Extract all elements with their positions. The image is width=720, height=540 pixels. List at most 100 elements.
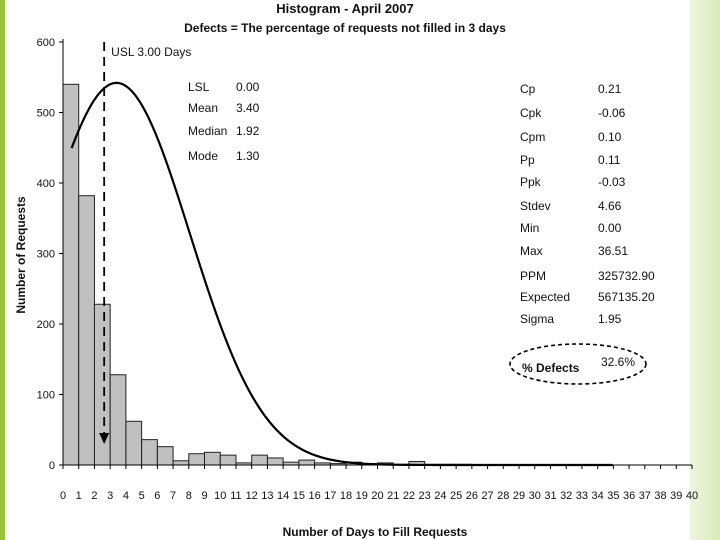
x-tick-label: 22 [403, 490, 415, 502]
x-tick-label: 38 [654, 490, 666, 502]
x-tick-label: 8 [186, 490, 192, 502]
y-tick-label: 200 [37, 319, 55, 331]
x-tick-label: 25 [450, 490, 462, 502]
stat-value: 0.21 [598, 82, 622, 96]
x-tick-label: 4 [123, 490, 129, 502]
chart-title: Histogram - April 2007 [276, 1, 414, 16]
histogram-bar [172, 460, 190, 466]
histogram-bar [266, 457, 284, 466]
stat-value: 4.66 [598, 199, 622, 213]
histogram-bar [109, 374, 127, 466]
x-tick-label: 10 [214, 490, 226, 502]
stat-label: Pp [520, 153, 535, 167]
y-tick-label: 600 [37, 37, 55, 49]
x-tick-label: 15 [293, 490, 305, 502]
stat-value: -0.03 [598, 175, 626, 189]
stat-value: 567135.20 [598, 290, 655, 304]
x-tick-label: 28 [497, 490, 509, 502]
histogram-bar [62, 83, 80, 466]
histogram-bar [188, 453, 206, 466]
histogram-bar [156, 446, 174, 466]
x-tick-label: 40 [686, 490, 698, 502]
stat-label: PPM [520, 269, 546, 283]
x-tick-label: 9 [201, 490, 207, 502]
stat-label: LSL [188, 80, 210, 94]
stat-value: 36.51 [598, 244, 628, 258]
x-tick-label: 35 [607, 490, 619, 502]
stat-value: 325732.90 [598, 269, 655, 283]
x-tick-label: 12 [246, 490, 258, 502]
x-tick-label: 18 [340, 490, 352, 502]
x-tick-label: 24 [434, 490, 446, 502]
stat-value: 1.92 [236, 124, 260, 138]
x-tick-label: 0 [60, 490, 66, 502]
x-tick-label: 27 [481, 490, 493, 502]
histogram-bar [78, 195, 95, 466]
x-tick-label: 36 [623, 490, 635, 502]
x-tick-label: 1 [76, 490, 82, 502]
defects-highlight-ellipse [509, 343, 647, 385]
x-tick-label: 7 [170, 490, 176, 502]
stat-label: Stdev [520, 199, 551, 213]
stat-value: 0.00 [598, 221, 622, 235]
stat-value: 0.10 [598, 130, 622, 144]
x-tick-label: 21 [387, 490, 399, 502]
x-tick-label: 6 [154, 490, 160, 502]
y-tick-label: 500 [37, 108, 55, 120]
defects-label: % Defects [522, 361, 580, 375]
stat-label: Cpk [520, 106, 542, 120]
usl-label: USL 3.00 Days [111, 45, 191, 59]
x-tick-label: 11 [230, 490, 241, 502]
chart-subtitle: Defects = The percentage of requests not… [184, 21, 506, 35]
x-tick-label: 14 [277, 490, 289, 502]
stat-label: Cpm [520, 130, 545, 144]
x-tick-label: 32 [560, 490, 572, 502]
stat-value: 1.30 [236, 149, 260, 163]
x-tick-label: 17 [324, 490, 336, 502]
x-tick-label: 23 [419, 490, 431, 502]
histogram-bar [298, 459, 316, 466]
stat-value: 0.00 [236, 80, 260, 94]
histogram-bar [219, 454, 237, 466]
defects-value: 32.6% [601, 355, 635, 369]
y-tick-label: 0 [49, 460, 55, 472]
x-tick-label: 20 [371, 490, 383, 502]
stat-label: Max [520, 244, 543, 258]
x-tick-label: 39 [670, 490, 682, 502]
y-tick-label: 100 [37, 390, 55, 402]
usl-arrow-icon [99, 433, 110, 444]
x-tick-label: 30 [529, 490, 541, 502]
histogram-bar [125, 420, 143, 466]
slide-border-right [690, 0, 720, 540]
stat-label: Mode [188, 149, 218, 163]
stat-label: Median [188, 124, 227, 138]
x-tick-label: 26 [466, 490, 478, 502]
stat-label: Ppk [520, 175, 542, 189]
x-axis-label: Number of Days to Fill Requests [283, 525, 468, 539]
x-tick-label: 5 [139, 490, 145, 502]
y-tick-label: 400 [37, 178, 55, 190]
histogram-bar [93, 303, 111, 466]
histogram-bar [251, 454, 268, 466]
x-tick-label: 34 [592, 490, 604, 502]
x-tick-label: 2 [91, 490, 97, 502]
histogram-bar [204, 451, 221, 466]
x-tick-label: 31 [544, 490, 556, 502]
stat-value: -0.06 [598, 106, 626, 120]
stat-label: Expected [520, 290, 570, 304]
x-tick-label: 19 [356, 490, 368, 502]
x-tick-label: 33 [576, 490, 588, 502]
stat-label: Sigma [520, 312, 554, 326]
x-tick-label: 29 [513, 490, 525, 502]
stat-label: Mean [188, 101, 218, 115]
y-axis-label: Number of Requests [14, 196, 28, 314]
stat-value: 0.11 [598, 153, 621, 167]
x-tick-label: 13 [261, 490, 273, 502]
stat-label: Min [520, 221, 539, 235]
stat-value: 3.40 [236, 101, 260, 115]
stat-label: Cp [520, 82, 536, 96]
x-tick-label: 3 [107, 490, 113, 502]
slide-border-left [0, 0, 5, 540]
x-tick-label: 37 [639, 490, 651, 502]
